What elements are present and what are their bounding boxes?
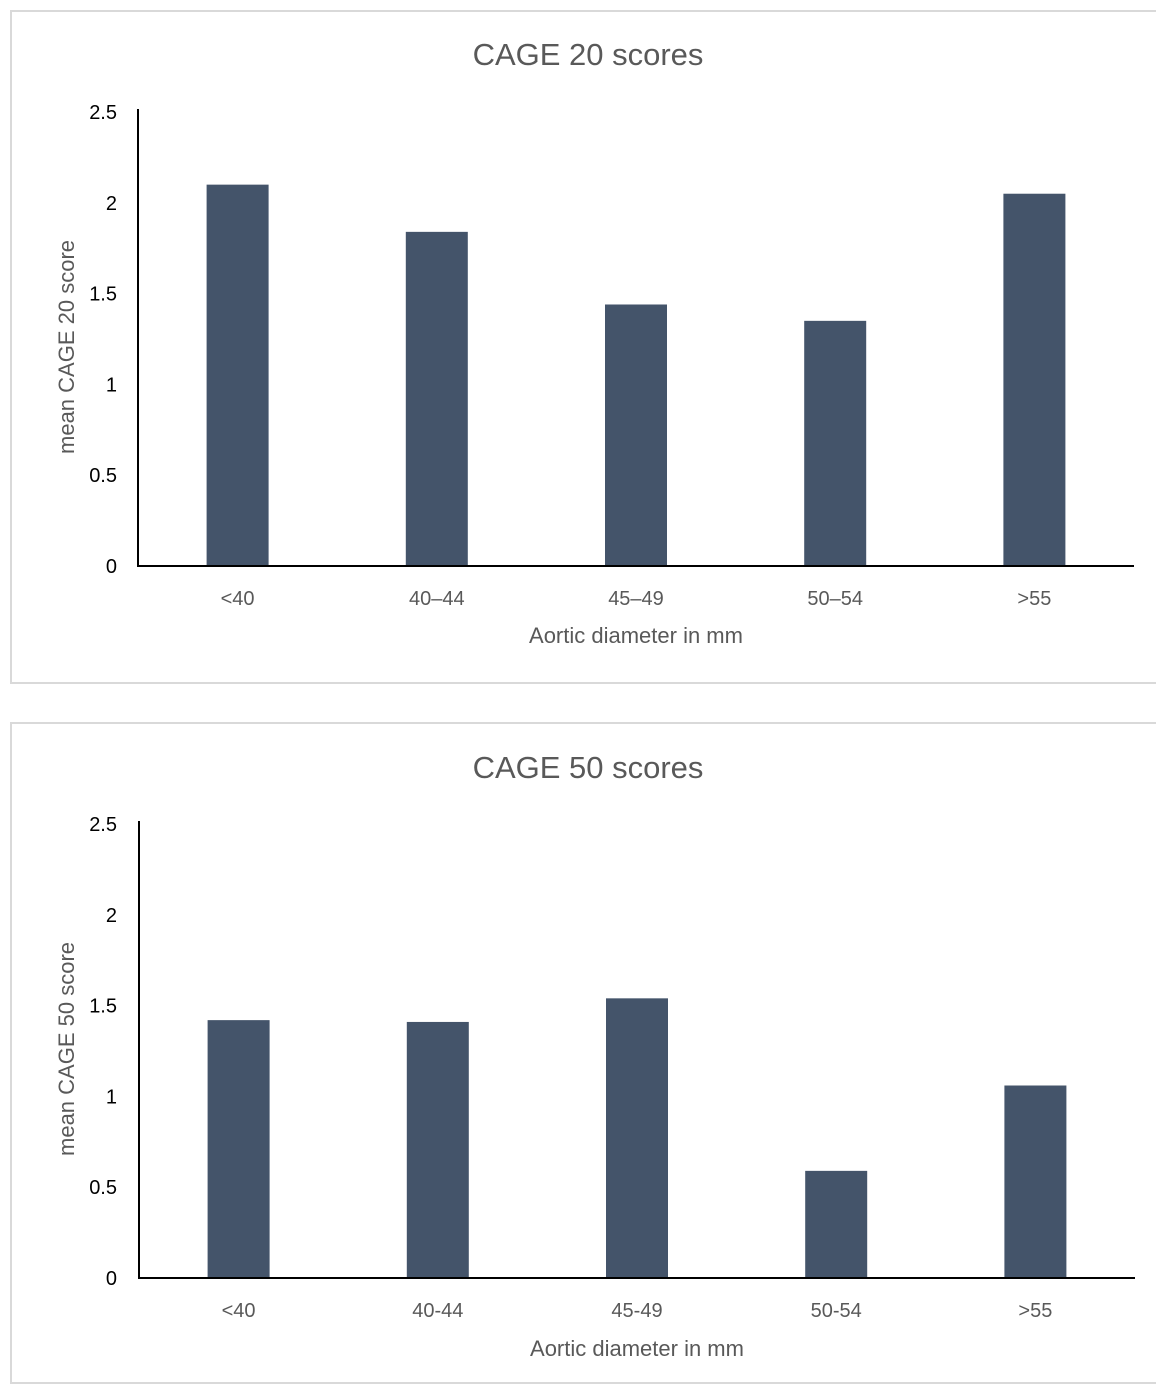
x-tick-label: >55 bbox=[1018, 1300, 1052, 1322]
x-tick-label: <40 bbox=[221, 588, 255, 610]
bar-40-44 bbox=[406, 1021, 469, 1278]
y-tick-label: 1.5 bbox=[89, 996, 117, 1018]
bar-40 bbox=[207, 1020, 270, 1278]
chart-title: CAGE 20 scores bbox=[473, 37, 704, 72]
y-tick-label: 0.5 bbox=[89, 465, 117, 487]
y-axis-label: mean CAGE 50 score bbox=[54, 942, 79, 1156]
y-tick-label: 0.5 bbox=[89, 1177, 117, 1199]
x-tick-label: 40–44 bbox=[409, 588, 465, 610]
y-tick-label: 2.5 bbox=[89, 814, 117, 836]
bar-50-54 bbox=[804, 320, 867, 566]
x-axis-label: Aortic diameter in mm bbox=[530, 1336, 744, 1361]
y-tick-label: 1.5 bbox=[89, 284, 117, 306]
x-tick-label: <40 bbox=[222, 1300, 256, 1322]
y-tick-label: 2 bbox=[106, 905, 117, 927]
x-tick-label: 50–54 bbox=[807, 588, 863, 610]
y-tick-label: 2 bbox=[106, 193, 117, 215]
x-tick-label: 50-54 bbox=[811, 1300, 862, 1322]
bar-55 bbox=[1004, 1085, 1067, 1278]
x-tick-label: 45-49 bbox=[611, 1300, 662, 1322]
bar-45-49 bbox=[605, 304, 667, 566]
chart-cage-50: CAGE 50 scores 0 0.5 1 1.5 2 2.5 <40 40-44 45-49 5… bbox=[54, 750, 1135, 1361]
bar-45-49 bbox=[606, 998, 668, 1278]
y-tick-label: 1 bbox=[106, 1086, 117, 1108]
y-axis-label: mean CAGE 20 score bbox=[54, 240, 79, 454]
bar-40 bbox=[206, 184, 269, 566]
x-tick-label: >55 bbox=[1017, 588, 1051, 610]
chart-cage-20: CAGE 20 scores 0 0.5 1 1.5 2 2.5 <40 40–44 45–49 5… bbox=[54, 37, 1134, 648]
x-tick-label: 45–49 bbox=[608, 588, 664, 610]
y-tick-label: 0 bbox=[106, 1268, 117, 1290]
y-tick-label: 0 bbox=[106, 556, 117, 578]
x-axis-label: Aortic diameter in mm bbox=[529, 623, 743, 648]
x-tick-label: 40-44 bbox=[412, 1300, 463, 1322]
bar-55 bbox=[1003, 193, 1066, 566]
chart-title: CAGE 50 scores bbox=[473, 750, 704, 785]
bar-40-44 bbox=[405, 231, 468, 566]
chart-panel-cage-20: CAGE 20 scores 0 0.5 1 1.5 2 2.5 <40 40–44 45–49 5… bbox=[10, 10, 1156, 684]
chart-panel-cage-50: CAGE 50 scores 0 0.5 1 1.5 2 2.5 <40 40-44 45-49 5… bbox=[10, 722, 1156, 1384]
y-tick-label: 1 bbox=[106, 374, 117, 396]
bar-50-54 bbox=[805, 1170, 868, 1278]
y-tick-label: 2.5 bbox=[89, 102, 117, 124]
